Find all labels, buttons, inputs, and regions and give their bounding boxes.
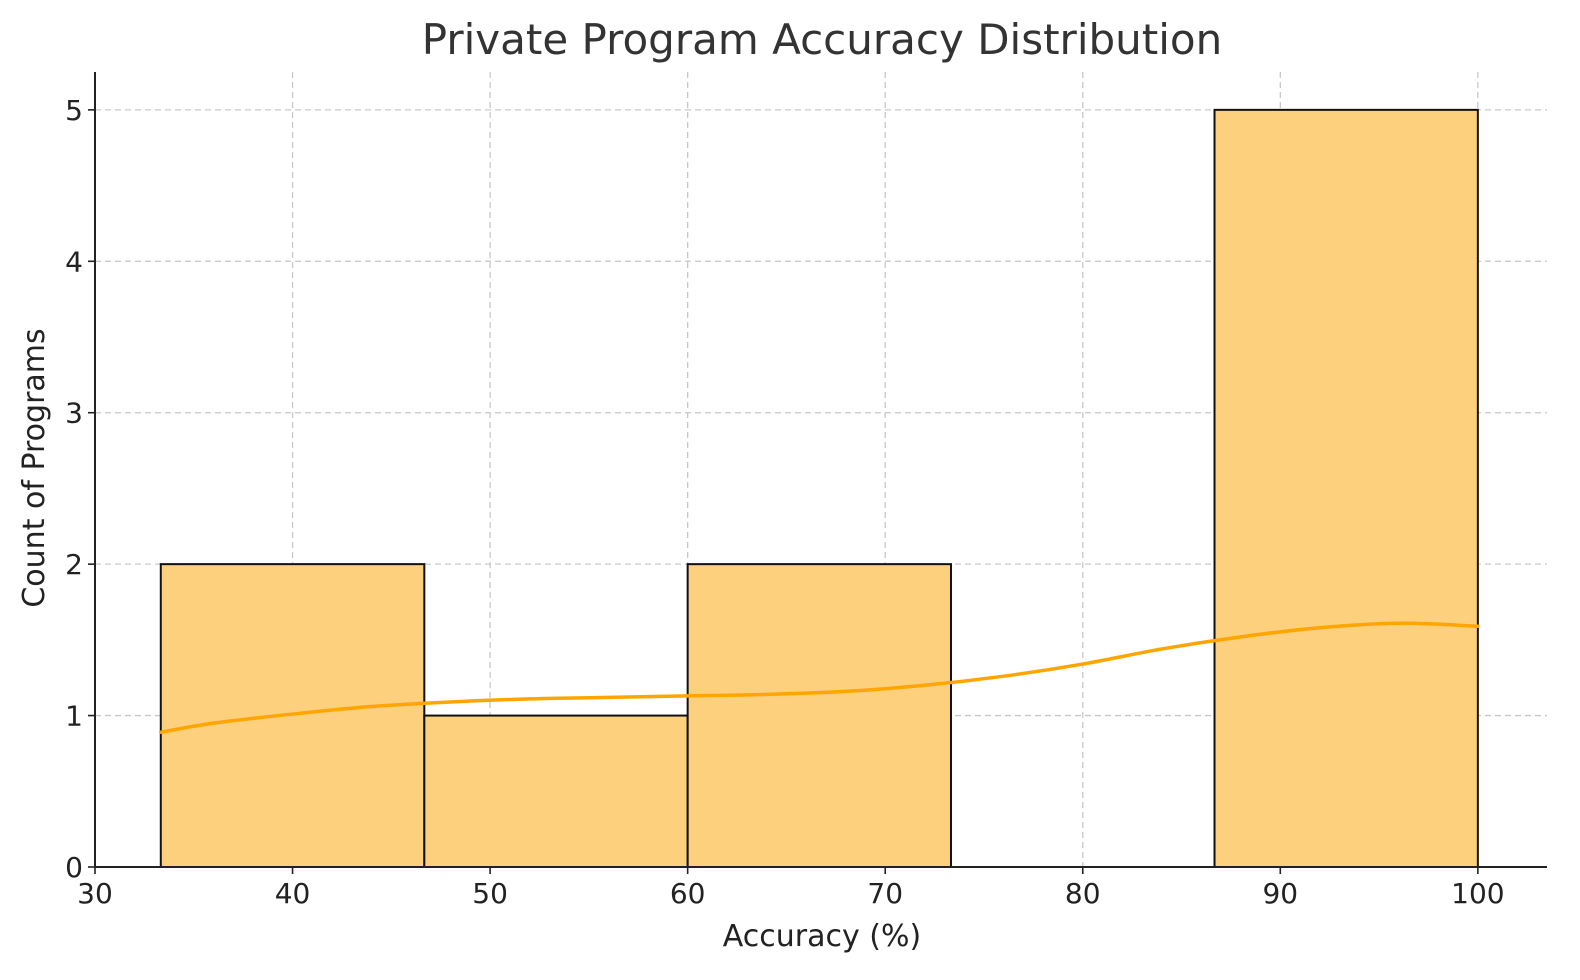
- y-tick-label: 3: [65, 397, 83, 430]
- histogram-bar: [423, 714, 689, 868]
- tick-labels: 30 40 50 60 70 80 90 100 0 1 2 3 4 5: [65, 94, 1504, 910]
- y-tick-label: 2: [65, 548, 83, 581]
- y-tick-label: 5: [65, 94, 83, 127]
- y-tick-label: 1: [65, 700, 83, 733]
- x-tick-label: 100: [1451, 877, 1504, 910]
- x-tick-label: 80: [1065, 877, 1101, 910]
- x-axis-label: Accuracy (%): [723, 919, 921, 954]
- x-tick-label: 40: [275, 877, 311, 910]
- x-tick-label: 30: [77, 877, 113, 910]
- y-axis-label: Count of Programs: [17, 328, 52, 607]
- y-tick-label: 0: [65, 851, 83, 884]
- x-tick-label: 60: [670, 877, 706, 910]
- histogram-bar: [1213, 108, 1479, 869]
- kde-curve-layer: [159, 621, 1480, 734]
- histogram-bar: [686, 563, 952, 869]
- x-tick-label: 90: [1262, 877, 1298, 910]
- x-tick-label: 70: [867, 877, 903, 910]
- x-tick-label: 50: [472, 877, 508, 910]
- chart-title: Private Program Accuracy Distribution: [422, 15, 1222, 64]
- histogram-bars: [159, 108, 1479, 869]
- kde-curve: [159, 621, 1480, 734]
- y-tick-label: 4: [65, 245, 83, 278]
- axes: [94, 72, 1547, 868]
